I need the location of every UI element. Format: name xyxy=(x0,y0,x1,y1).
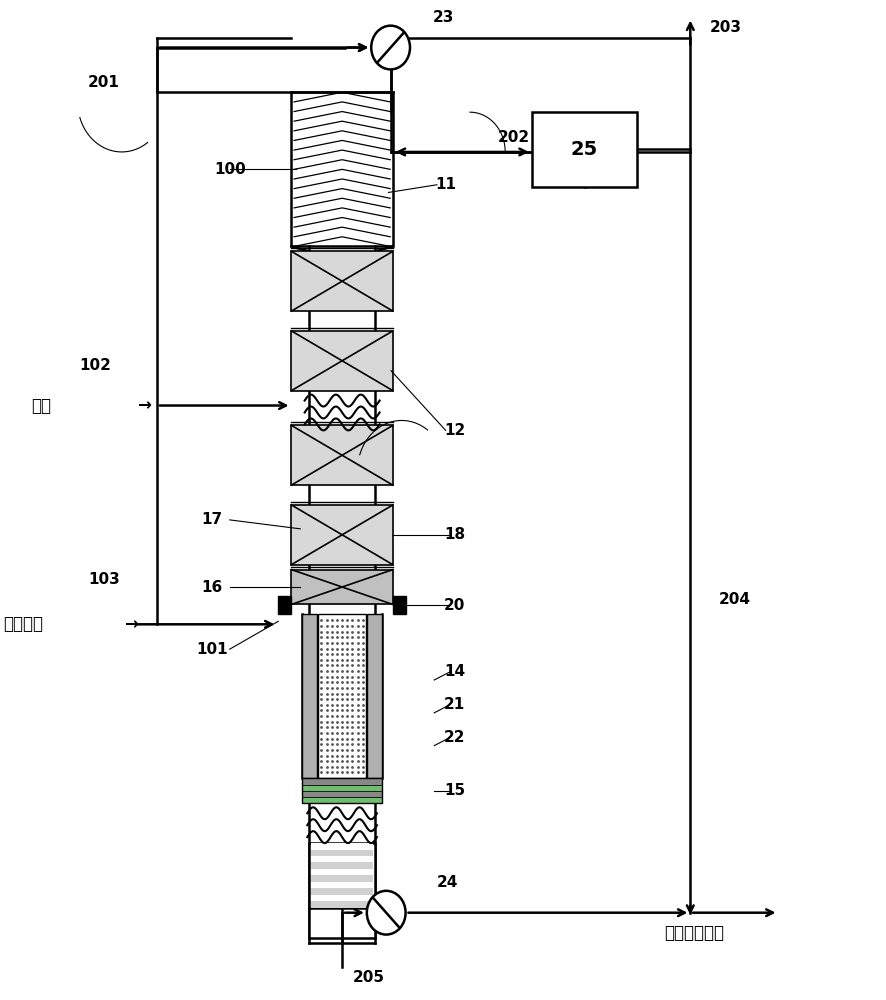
Bar xyxy=(317,614,366,778)
Bar xyxy=(278,596,291,614)
Bar xyxy=(310,856,373,862)
Bar xyxy=(291,331,392,391)
Text: 21: 21 xyxy=(443,697,464,712)
Bar xyxy=(308,843,375,908)
Bar xyxy=(310,843,373,850)
Text: 14: 14 xyxy=(444,664,464,679)
Text: 202: 202 xyxy=(497,130,530,145)
Text: 12: 12 xyxy=(443,423,464,438)
Text: 17: 17 xyxy=(201,512,222,527)
Text: 20: 20 xyxy=(443,598,464,613)
Text: 205: 205 xyxy=(352,970,385,985)
Bar xyxy=(302,785,381,791)
Text: 22: 22 xyxy=(443,730,465,745)
Bar xyxy=(310,888,373,895)
Bar xyxy=(302,797,381,803)
Text: 汽油原料: 汽油原料 xyxy=(3,615,43,633)
Text: 11: 11 xyxy=(435,177,455,192)
Bar xyxy=(308,908,375,938)
Bar xyxy=(310,882,373,888)
Bar xyxy=(302,791,381,797)
Bar xyxy=(291,92,392,246)
Text: 醚化汽油产物: 醚化汽油产物 xyxy=(663,924,723,942)
Bar xyxy=(392,596,406,614)
Bar xyxy=(310,850,373,856)
Circle shape xyxy=(371,26,409,69)
Text: 100: 100 xyxy=(214,162,245,177)
Text: 16: 16 xyxy=(201,580,222,595)
Bar xyxy=(310,869,373,875)
Text: 103: 103 xyxy=(89,572,120,587)
Bar xyxy=(291,251,392,311)
Text: 24: 24 xyxy=(437,875,458,890)
Bar xyxy=(302,614,317,778)
Text: 15: 15 xyxy=(444,783,464,798)
Text: 23: 23 xyxy=(432,10,454,25)
Text: 101: 101 xyxy=(196,642,228,657)
Text: 204: 204 xyxy=(718,592,750,607)
Text: 102: 102 xyxy=(80,358,111,373)
Bar xyxy=(291,425,392,485)
Text: 25: 25 xyxy=(571,140,597,159)
Bar xyxy=(310,895,373,901)
Text: 甲醇: 甲醇 xyxy=(31,397,51,415)
Text: 203: 203 xyxy=(709,20,741,35)
Text: →: → xyxy=(123,615,137,633)
Text: →: → xyxy=(136,397,151,415)
Text: 18: 18 xyxy=(444,527,464,542)
Bar xyxy=(531,112,637,187)
Bar xyxy=(291,505,392,565)
Bar xyxy=(302,778,381,803)
Circle shape xyxy=(367,891,405,935)
Text: 201: 201 xyxy=(88,75,120,90)
Bar xyxy=(302,778,381,785)
Bar xyxy=(310,875,373,882)
Bar xyxy=(310,901,373,908)
Bar xyxy=(291,570,392,604)
Bar xyxy=(310,862,373,869)
Bar xyxy=(367,614,381,778)
